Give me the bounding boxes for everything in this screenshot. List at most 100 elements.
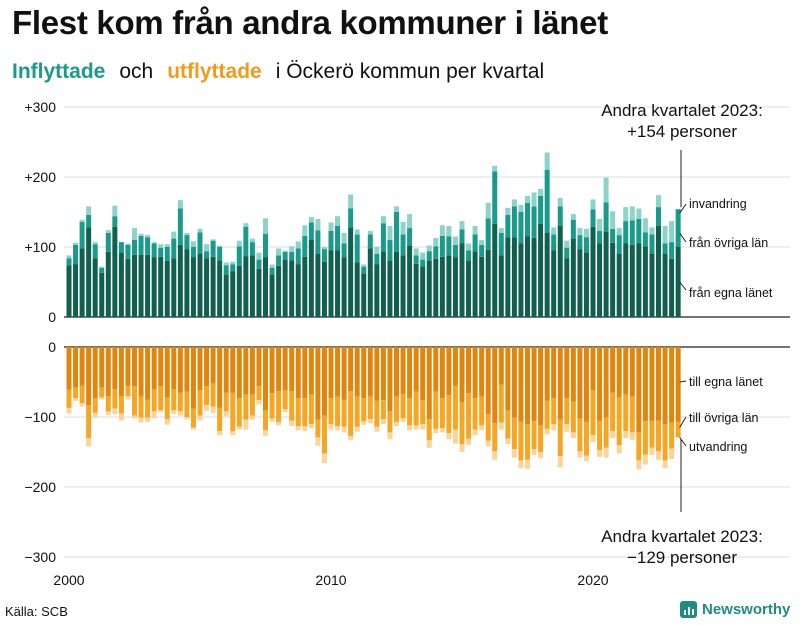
bar-out-own-county bbox=[118, 347, 124, 396]
bar-out-other-counties bbox=[132, 386, 137, 416]
bar-out-own-county bbox=[138, 347, 144, 397]
bar-in-immigration bbox=[73, 242, 79, 245]
bar-out-other-counties bbox=[190, 408, 196, 428]
bar-in-own-county bbox=[623, 243, 629, 317]
bar-in-own-county bbox=[105, 251, 111, 317]
bar-in-immigration bbox=[263, 218, 268, 234]
bar-out-emigration bbox=[623, 431, 629, 438]
bar-in-other-counties bbox=[557, 206, 563, 226]
bar-out-own-county bbox=[656, 347, 661, 421]
bar-out-emigration bbox=[525, 459, 530, 469]
bar-in-other-counties bbox=[374, 254, 380, 265]
bar-in-immigration bbox=[544, 152, 550, 170]
bar-out-own-county bbox=[420, 347, 426, 401]
bar-out-emigration bbox=[171, 410, 177, 415]
bar-in-other-counties bbox=[315, 230, 321, 254]
bar-out-emigration bbox=[374, 426, 380, 432]
bar-out-other-counties bbox=[511, 417, 517, 450]
bar-in-own-county bbox=[86, 227, 92, 317]
bar-out-emigration bbox=[335, 426, 341, 431]
connector-till-ovriga-lan bbox=[679, 416, 687, 428]
bar-in-immigration bbox=[380, 216, 386, 224]
bar-out-other-counties bbox=[276, 391, 282, 422]
bar-in-other-counties bbox=[190, 247, 196, 258]
bar-in-other-counties bbox=[616, 235, 622, 254]
bar-in-immigration bbox=[184, 233, 190, 236]
bar-out-own-county bbox=[479, 347, 485, 397]
bar-in-other-counties bbox=[577, 235, 583, 250]
bar-out-other-counties bbox=[164, 397, 170, 420]
annotations: invandring från övriga län från egna länet… bbox=[601, 101, 773, 567]
bar-in-other-counties bbox=[66, 258, 72, 266]
bar-out-own-county bbox=[446, 347, 452, 396]
bar-out-other-counties bbox=[315, 419, 321, 438]
bar-out-other-counties bbox=[269, 393, 275, 419]
bar-in-other-counties bbox=[217, 247, 223, 261]
bar-out-own-county bbox=[282, 347, 288, 391]
bar-out-emigration bbox=[380, 419, 386, 424]
bar-in-other-counties bbox=[642, 232, 648, 247]
bar-in-own-county bbox=[564, 258, 570, 317]
bar-in-own-county bbox=[315, 254, 321, 317]
bar-in-own-county bbox=[446, 255, 452, 317]
bar-out-own-county bbox=[557, 347, 563, 420]
bar-out-emigration bbox=[210, 406, 216, 413]
bar-in-immigration bbox=[623, 207, 629, 222]
bar-in-other-counties bbox=[492, 171, 498, 224]
bar-in-immigration bbox=[426, 245, 432, 252]
bar-in-other-counties bbox=[407, 228, 413, 246]
bar-out-own-county bbox=[348, 347, 354, 392]
bar-in-other-counties bbox=[623, 221, 629, 244]
bar-out-own-county bbox=[295, 347, 301, 399]
bar-in-other-counties bbox=[452, 244, 458, 258]
bar-in-immigration bbox=[538, 188, 544, 196]
bar-out-own-county bbox=[249, 347, 255, 395]
bar-out-emigration bbox=[263, 430, 268, 436]
bar-out-own-county bbox=[380, 347, 386, 401]
bar-in-immigration bbox=[420, 252, 426, 260]
bar-in-other-counties bbox=[669, 242, 675, 259]
bar-in-own-county bbox=[387, 261, 393, 317]
bar-out-own-county bbox=[86, 347, 92, 406]
bar-in-immigration bbox=[531, 192, 537, 207]
bar-out-own-county bbox=[158, 347, 164, 387]
bar-in-own-county bbox=[662, 254, 668, 317]
bar-in-other-counties bbox=[118, 242, 124, 253]
bar-in-own-county bbox=[190, 257, 196, 317]
bar-out-emigration bbox=[321, 453, 327, 464]
bar-in-immigration bbox=[282, 250, 288, 252]
bar-in-own-county bbox=[603, 231, 609, 317]
bar-in-immigration bbox=[190, 241, 196, 247]
bar-in-other-counties bbox=[531, 206, 537, 238]
bar-out-other-counties bbox=[184, 391, 190, 417]
bar-out-own-county bbox=[426, 347, 432, 420]
bar-in-other-counties bbox=[158, 247, 164, 257]
bar-in-other-counties bbox=[662, 243, 668, 254]
bar-in-other-counties bbox=[295, 248, 301, 265]
bar-out-other-counties bbox=[590, 390, 596, 436]
bar-out-emigration bbox=[557, 456, 563, 468]
bar-out-other-counties bbox=[420, 400, 426, 424]
bar-in-own-county bbox=[466, 261, 472, 317]
label-till-ovriga-lan: till övriga län bbox=[689, 411, 759, 425]
x-tick-label: 2020 bbox=[577, 572, 608, 588]
bar-in-immigration bbox=[367, 230, 373, 235]
bar-out-own-county bbox=[433, 347, 439, 392]
bar-out-other-counties bbox=[282, 390, 288, 410]
bar-out-other-counties bbox=[295, 398, 301, 427]
bar-in-other-counties bbox=[132, 240, 137, 255]
bar-out-other-counties bbox=[112, 389, 118, 409]
bar-in-other-counties bbox=[511, 206, 517, 238]
bar-out-other-counties bbox=[577, 418, 583, 452]
bar-out-other-counties bbox=[479, 396, 485, 426]
bar-out-emigration bbox=[361, 421, 367, 425]
bar-out-own-county bbox=[217, 347, 223, 408]
bar-in-immigration bbox=[361, 264, 367, 267]
bar-out-other-counties bbox=[636, 432, 642, 461]
bar-in-immigration bbox=[132, 228, 137, 240]
bar-out-own-county bbox=[452, 347, 458, 386]
bar-out-emigration bbox=[367, 419, 373, 424]
bar-out-emigration bbox=[498, 422, 504, 430]
bar-in-other-counties bbox=[92, 244, 98, 259]
chart-subtitle: Inflyttade och utflyttade i Öckerö kommun p… bbox=[12, 60, 544, 84]
